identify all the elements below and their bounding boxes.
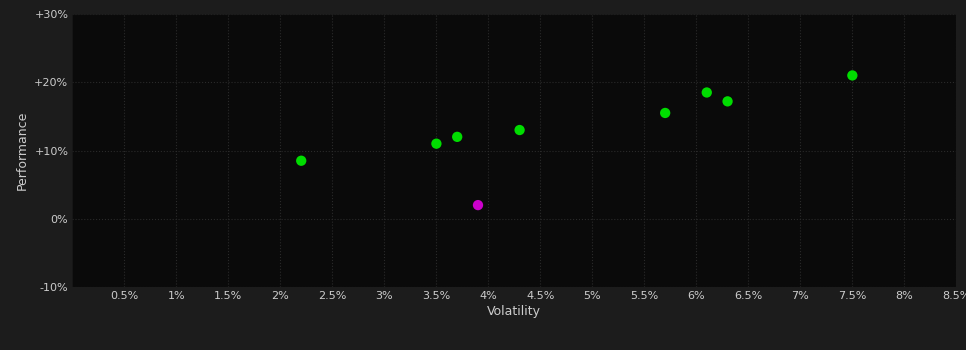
X-axis label: Volatility: Volatility — [488, 305, 541, 318]
Point — [658, 110, 673, 116]
Point — [699, 90, 715, 95]
Point — [294, 158, 309, 163]
Point — [449, 134, 465, 140]
Point — [720, 99, 735, 104]
Point — [844, 73, 860, 78]
Y-axis label: Performance: Performance — [15, 111, 29, 190]
Point — [512, 127, 527, 133]
Point — [470, 202, 486, 208]
Point — [429, 141, 444, 147]
